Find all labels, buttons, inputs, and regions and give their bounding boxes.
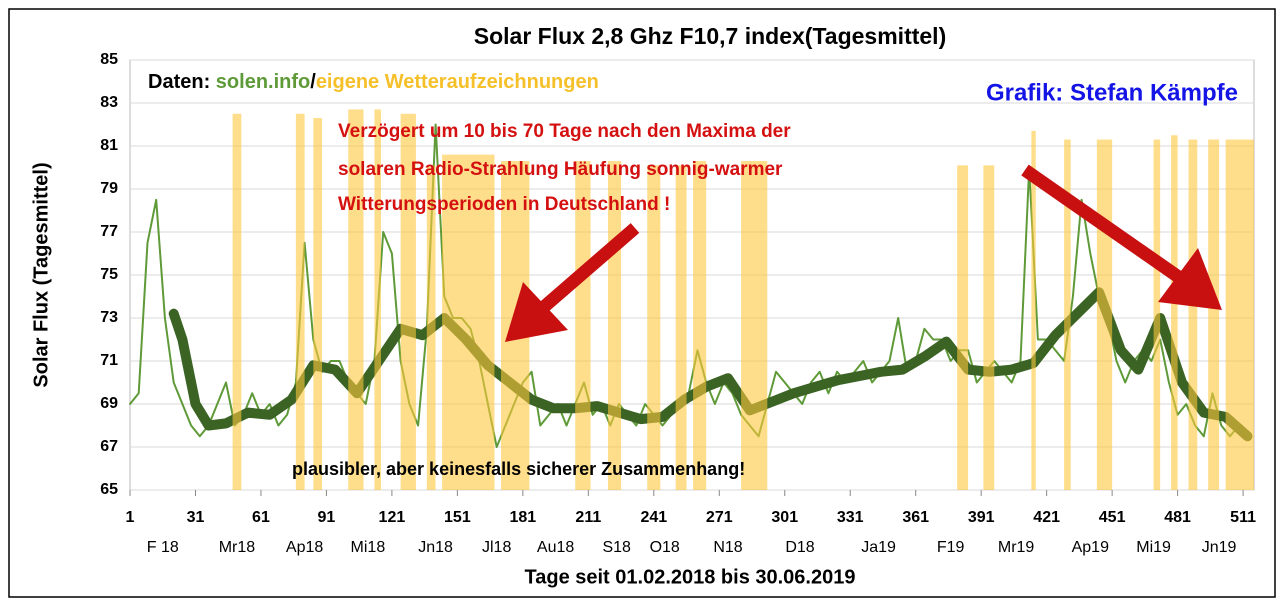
month-label: Mi19 (1136, 539, 1171, 556)
y-tick-label: 83 (100, 94, 118, 111)
annotation: Witterungsperioden in Deutschland ! (338, 194, 670, 215)
x-tick-label: 241 (640, 509, 667, 526)
y-tick-label: 71 (100, 352, 118, 369)
month-label: Mr19 (998, 539, 1035, 556)
y-axis-label: Solar Flux (Tagesmittel) (30, 162, 52, 387)
footnote: plausibler, aber keinesfalls sicherer Zu… (292, 459, 745, 479)
sunny-period (232, 113, 242, 490)
sunny-period (1153, 139, 1161, 491)
month-label: Mr18 (219, 539, 256, 556)
month-label: Jn18 (418, 539, 453, 556)
y-tick-label: 75 (100, 266, 118, 283)
sunny-period (1031, 130, 1036, 490)
month-label: D18 (785, 539, 814, 556)
sunny-period (442, 154, 495, 490)
y-tick-label: 77 (100, 223, 118, 240)
sunny-period (1188, 139, 1198, 491)
sunny-period (1208, 139, 1220, 491)
x-tick-label: 151 (444, 509, 471, 526)
sunny-period (957, 165, 969, 490)
annotation: solaren Radio-Strahlung Häufung sonnig-w… (338, 159, 783, 180)
sunny-period (983, 165, 995, 490)
credit: Grafik: Stefan Kämpfe (986, 79, 1238, 106)
y-tick-label: 73 (100, 309, 118, 326)
month-label: Jn19 (1202, 539, 1237, 556)
y-tick-label: 79 (100, 180, 118, 197)
x-tick-label: 61 (252, 509, 270, 526)
arrow-head (1158, 248, 1222, 310)
sunny-period (1225, 139, 1254, 491)
source: Daten: solen.info/eigene Wetteraufzeichn… (148, 71, 599, 93)
chart-title: Solar Flux 2,8 Ghz F10,7 index(Tagesmitt… (474, 23, 946, 49)
sunny-period (1171, 135, 1178, 490)
x-tick-label: 91 (318, 509, 336, 526)
x-tick-label: 271 (706, 509, 733, 526)
sunny-period (1064, 139, 1071, 491)
y-tick-label: 65 (100, 481, 118, 498)
x-tick-label: 1 (126, 509, 135, 526)
month-label: Ap18 (286, 539, 323, 556)
month-label: Ap19 (1072, 539, 1109, 556)
sunny-period (348, 109, 364, 490)
month-label: O18 (650, 539, 680, 556)
x-tick-label: 121 (379, 509, 406, 526)
month-label: S18 (602, 539, 631, 556)
sunny-period (400, 113, 416, 490)
month-label: Au18 (537, 539, 574, 556)
arrow (1021, 164, 1184, 284)
x-tick-label: 361 (902, 509, 929, 526)
sunny-period (741, 161, 768, 491)
source-sep: / (310, 71, 316, 93)
x-tick-label: 481 (1164, 509, 1191, 526)
x-tick-label: 451 (1099, 509, 1126, 526)
sunny-period (426, 165, 436, 490)
x-tick-label: 391 (968, 509, 995, 526)
sunny-period (675, 165, 687, 490)
y-tick-label: 85 (100, 51, 118, 68)
x-tick-label: 421 (1033, 509, 1060, 526)
x-axis-label: Tage seit 01.02.2018 bis 30.06.2019 (525, 566, 856, 588)
arrow (540, 223, 640, 311)
sunny-period (647, 165, 661, 490)
sunny-period (693, 161, 707, 491)
y-tick-label: 81 (100, 137, 118, 154)
month-label: F 18 (147, 539, 179, 556)
sunny-period (313, 118, 323, 491)
sunny-period (374, 109, 381, 490)
month-label: Jl18 (482, 539, 511, 556)
arrow-head (505, 282, 568, 342)
x-tick-label: 211 (575, 509, 601, 526)
source-site: solen.info (216, 71, 310, 93)
x-tick-label: 301 (771, 509, 798, 526)
sunny-period (295, 113, 305, 490)
x-tick-label: 181 (510, 509, 537, 526)
arrows (505, 164, 1222, 342)
x-tick-label: 511 (1230, 509, 1256, 526)
annotation: Verzögert um 10 bis 70 Tage nach den Max… (338, 121, 791, 142)
sunny-period (1096, 139, 1113, 491)
source-prefix: Daten: (148, 71, 216, 93)
month-label: Ja19 (861, 539, 896, 556)
sunny-period (575, 161, 591, 491)
month-label: N18 (713, 539, 742, 556)
month-label: Mi18 (351, 539, 386, 556)
x-tick-label: 331 (837, 509, 864, 526)
y-tick-label: 69 (100, 395, 118, 412)
y-tick-label: 67 (100, 438, 118, 455)
source-own: eigene Wetteraufzeichnungen (316, 71, 599, 93)
month-label: F19 (937, 539, 965, 556)
x-tick-label: 31 (187, 509, 205, 526)
